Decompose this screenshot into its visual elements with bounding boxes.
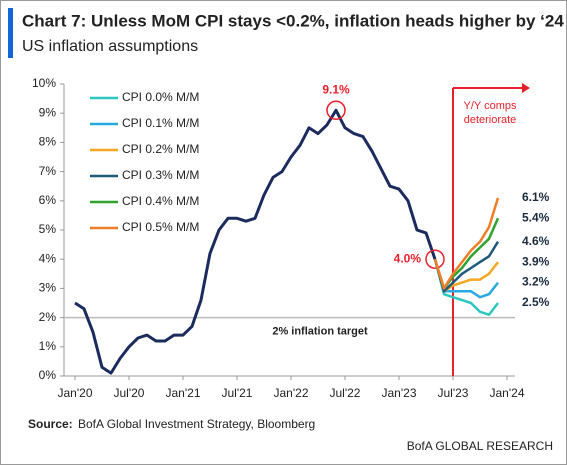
chart-title: Chart 7: Unless MoM CPI stays <0.2%, inf… [22,11,564,30]
y-tick-label: 5% [39,222,57,236]
value-label: 5.4% [522,210,550,224]
marker-label: deteriorate [464,114,517,126]
y-tick-label: 10% [32,76,56,90]
value-label: 4.6% [522,234,550,248]
y-tick-label: 2% [39,310,57,324]
series-line [433,197,500,290]
title-bar [8,8,13,58]
x-tick-label: Jan'21 [166,386,201,400]
x-tick-label: Jan'23 [382,386,417,400]
y-tick-label: 1% [39,339,57,353]
highlight-circle [425,249,445,269]
x-tick-label: Jul'22 [330,386,361,400]
y-tick-label: 4% [39,251,57,265]
highlight-circle [326,100,346,121]
footer: BofA GLOBAL RESEARCH [407,439,553,453]
y-tick-label: 9% [39,105,57,119]
x-tick-label: Jan'20 [58,386,93,400]
marker-label: Y/Y comps [464,100,517,112]
target-label: 2% inflation target [272,326,368,338]
y-tick-label: 0% [39,368,57,382]
x-tick-label: Jul'21 [222,386,253,400]
y-tick-label: 7% [39,164,57,178]
value-label: 2.5% [522,295,550,309]
legend-label: CPI 0.5% M/M [122,220,199,234]
x-tick-label: Jul'20 [114,386,145,400]
legend-label: CPI 0.0% M/M [122,90,199,104]
value-label: 6.1% [522,190,550,204]
value-label: 3.9% [522,254,550,268]
x-tick-label: Jan'24 [490,386,525,400]
chart-subtitle: US inflation assumptions [22,38,198,55]
source-label: Source: [28,417,73,431]
y-tick-label: 3% [39,281,57,295]
legend-label: CPI 0.2% M/M [122,142,199,156]
y-tick-label: 8% [39,135,57,149]
x-tick-label: Jan'22 [274,386,309,400]
y-tick-label: 6% [39,193,57,207]
source-text: BofA Global Investment Strategy, Bloombe… [78,417,315,431]
legend-label: CPI 0.3% M/M [122,168,199,182]
series-line [433,241,500,293]
legend-label: CPI 0.4% M/M [122,194,199,208]
series-line [433,258,499,316]
value-label: 4.0% [394,251,422,265]
legend-label: CPI 0.1% M/M [122,116,199,130]
x-tick-label: Jul'23 [438,386,469,400]
value-label: 9.1% [322,82,350,96]
series-line [74,108,437,375]
marker-arrowhead [522,83,530,93]
value-label: 3.2% [522,275,550,289]
